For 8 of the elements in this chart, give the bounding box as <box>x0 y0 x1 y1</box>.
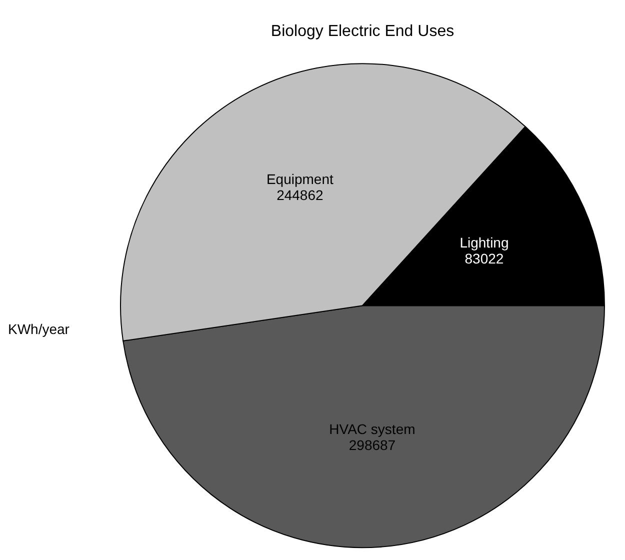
slice-label: Lighting <box>460 234 509 251</box>
data-label: 83022 <box>464 250 504 267</box>
slice-label: HVAC system <box>329 421 416 438</box>
data-label: 244862 <box>276 186 324 203</box>
chart-title: Biology Electric End Uses <box>270 23 454 40</box>
text: KWh/year <box>8 320 70 337</box>
slice-label: Equipment <box>266 170 334 187</box>
data-label: 298687 <box>348 437 396 454</box>
